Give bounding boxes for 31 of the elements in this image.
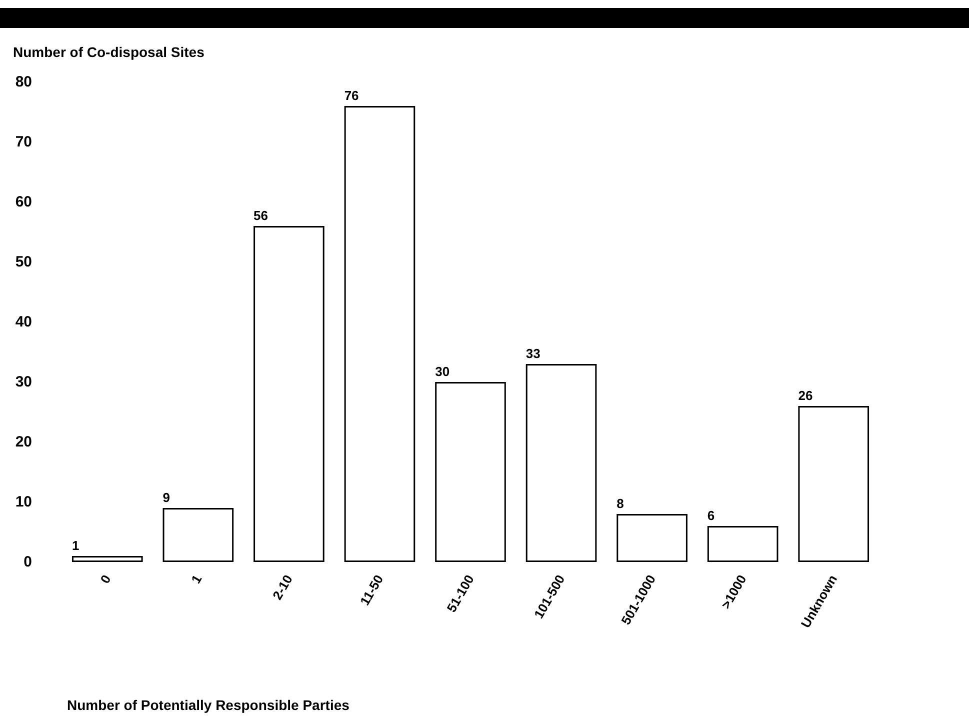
bar [798, 406, 870, 562]
bar [344, 106, 416, 562]
y-tick-label: 80 [15, 74, 32, 90]
y-tick-label: 70 [15, 134, 32, 150]
bar [72, 556, 143, 562]
y-tick-label: 50 [15, 254, 32, 270]
data-label: 76 [344, 88, 359, 103]
x-tick-label: 1 [188, 572, 205, 586]
y-tick-label: 20 [15, 434, 32, 450]
y-tick-label: 0 [24, 554, 32, 570]
x-tick-label: 0 [97, 572, 114, 586]
data-label: 9 [162, 490, 170, 505]
data-label: 1 [72, 538, 80, 553]
y-tick-label: 10 [15, 494, 32, 510]
y-tick-label: 30 [15, 374, 32, 390]
y-axis-title: Number of Co-disposal Sites [13, 44, 205, 60]
y-tick-label: 40 [15, 314, 32, 330]
bar [526, 364, 597, 562]
x-axis-title: Number of Potentially Responsible Parties [67, 697, 350, 713]
y-tick-label: 60 [15, 194, 32, 210]
bar [707, 526, 778, 562]
bar [162, 508, 234, 562]
bar [435, 382, 506, 562]
data-label: 6 [707, 508, 715, 523]
bar [254, 226, 324, 562]
data-label: 30 [435, 364, 450, 379]
data-label: 26 [798, 388, 813, 403]
data-label: 8 [616, 496, 624, 511]
bar [616, 514, 688, 562]
data-label: 56 [254, 208, 268, 223]
data-label: 33 [526, 346, 540, 361]
